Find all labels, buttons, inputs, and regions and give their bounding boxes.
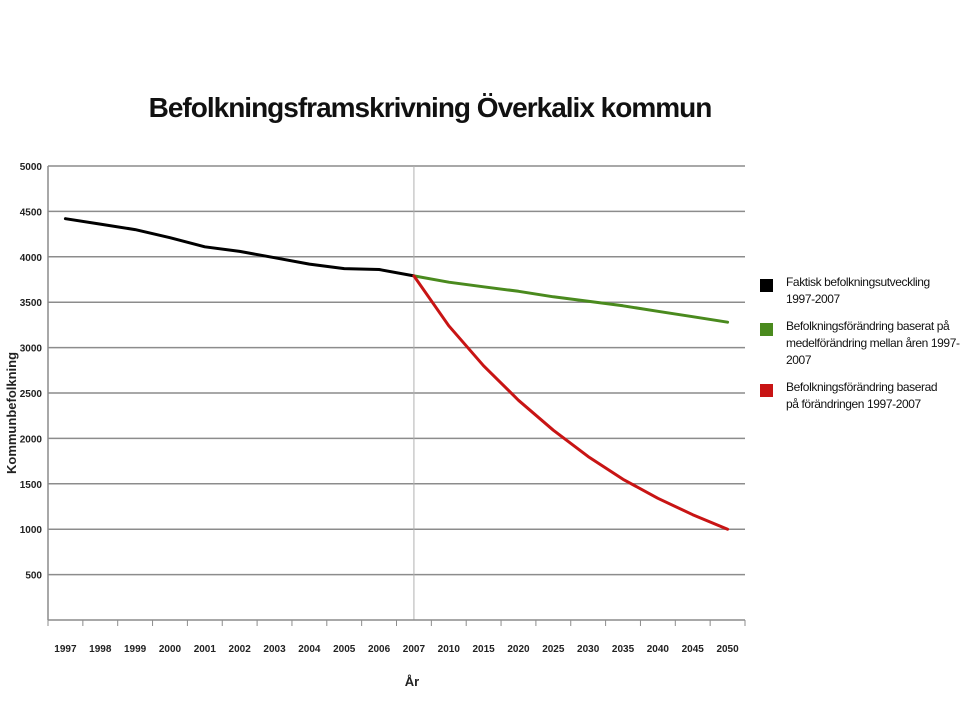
x-tick-label: 2001 [194, 644, 217, 655]
x-tick-label: 2006 [368, 644, 391, 655]
x-tick-label: 2000 [159, 644, 182, 655]
legend-label: Faktisk befolkningsutveckling 1997-2007 [786, 275, 930, 306]
y-tick-label: 3500 [20, 298, 43, 309]
grid-layer [48, 165, 745, 620]
y-axis-title: Kommunbefolkning [4, 352, 19, 474]
x-tick-label: 2007 [403, 644, 426, 655]
series-line-0 [63, 217, 416, 278]
x-tick-label: 1998 [89, 644, 112, 655]
legend: Faktisk befolkningsutveckling 1997-2007 … [760, 274, 960, 423]
y-tick-label: 3000 [20, 344, 43, 355]
x-tick-label: 2003 [263, 644, 286, 655]
legend-item: Befolkningsförändring baserad på förändr… [760, 379, 960, 413]
legend-swatch [760, 323, 773, 336]
x-tick-label: 2045 [682, 644, 705, 655]
x-tick-label: 2015 [473, 644, 496, 655]
x-tick-label: 2010 [438, 644, 461, 655]
chart-title: Befolkningsframskrivning Överkalix kommu… [148, 92, 713, 123]
x-tick-label: 2025 [542, 644, 565, 655]
y-tick-label: 1000 [20, 525, 43, 536]
x-tick-label: 1997 [54, 644, 77, 655]
series-line-1 [412, 274, 730, 324]
x-tick-label: 2030 [577, 644, 600, 655]
x-tick-label: 1999 [124, 644, 147, 655]
x-tick-label: 2040 [647, 644, 670, 655]
x-axis-title: År [405, 674, 419, 689]
legend-item: Faktisk befolkningsutveckling 1997-2007 [760, 274, 960, 308]
legend-swatch [760, 279, 773, 292]
y-tick-label: 2000 [20, 434, 43, 445]
x-tick-label: 2020 [507, 644, 530, 655]
legend-item: Befolkningsförändring baserat på medelfö… [760, 318, 960, 369]
y-tick-label: 2500 [20, 389, 43, 400]
y-tick-label: 4500 [20, 207, 43, 218]
x-tick-label: 2005 [333, 644, 356, 655]
y-tick-label: 5000 [20, 162, 43, 173]
x-tick-label: 2050 [716, 644, 739, 655]
legend-swatch [760, 384, 773, 397]
x-tick-label: 2002 [229, 644, 252, 655]
legend-label: Befolkningsförändring baserat på medelfö… [786, 319, 960, 367]
series-layer [63, 217, 730, 531]
legend-label: Befolkningsförändring baserad på förändr… [786, 380, 938, 411]
axis-layer: 500 1000 1500 2000 2500 3000 3500 4000 4500 5000 1… [20, 162, 746, 655]
y-tick-label: 4000 [20, 253, 43, 264]
series-line-2 [412, 274, 730, 531]
y-tick-label: 1500 [20, 480, 43, 491]
x-tick-label: 2004 [298, 644, 321, 655]
x-tick-label: 2035 [612, 644, 635, 655]
y-tick-label: 500 [25, 571, 42, 582]
